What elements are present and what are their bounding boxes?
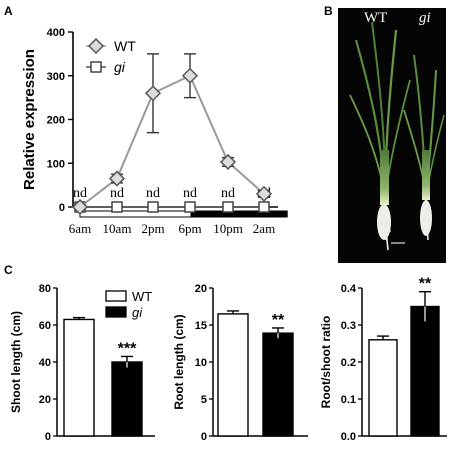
y-tick-label: 0.2 (341, 357, 356, 369)
wt-point (181, 67, 199, 84)
x-tick-label: 2pm (141, 221, 164, 236)
wt-point (71, 198, 89, 216)
photo-label-wt: WT (364, 10, 387, 26)
y-tick-label: 0 (59, 202, 65, 214)
photo-label-gi: gi (419, 10, 431, 26)
y-tick-label: 100 (47, 158, 65, 170)
wt-plant-illustration (349, 21, 411, 251)
nd-label: nd (146, 186, 160, 201)
legend-marker-wt (87, 37, 105, 55)
bar-gi (262, 332, 294, 437)
x-tick-label: 10am (103, 221, 132, 236)
legend-label-gi: gi (114, 59, 126, 75)
x-tick-label: 6am (69, 221, 91, 236)
root-length-bar-chart: 0 5 10 15 20 Root length (cm) ** (172, 283, 308, 443)
y-tick-label: 5 (201, 394, 207, 406)
y-tick-label: 80 (39, 283, 51, 295)
y-tick-label: 300 (47, 71, 65, 83)
x-tick-label: 6pm (178, 221, 201, 236)
dark-period-bar (190, 210, 288, 218)
x-tick-label: 2am (253, 221, 275, 236)
legend-label-wt: WT (132, 289, 152, 304)
legend-swatch-wt (105, 290, 127, 302)
expression-line-chart: 0 100 200 300 400 Relative expression 6am 10am 2… (21, 27, 288, 236)
y-axis-title: Root/shoot ratio (319, 316, 333, 409)
y-tick-label: 0.1 (341, 394, 356, 406)
gi-point (222, 201, 234, 213)
x-tick-label: 10pm (213, 221, 243, 236)
legend-marker-gi (90, 61, 102, 73)
panel-label-b: B (324, 4, 333, 18)
y-axis-title: Relative expression (21, 49, 38, 190)
y-tick-label: 0.3 (341, 320, 356, 332)
y-tick-label: 0.4 (341, 283, 357, 295)
light-period-bar (79, 210, 192, 218)
y-tick-label: 20 (195, 283, 207, 295)
nd-label: nd (110, 186, 124, 201)
gi-point (147, 201, 159, 213)
bar-gi (410, 305, 440, 437)
gi-point (111, 201, 123, 213)
y-tick-label: 15 (195, 320, 207, 332)
gi-point (184, 201, 196, 213)
significance-label: *** (118, 340, 137, 357)
significance-label: ** (272, 312, 285, 329)
wt-point (255, 185, 273, 202)
root-shoot-ratio-bar-chart: 0.0 0.1 0.2 0.3 0.4 Root/shoot ratio ** (319, 276, 447, 443)
y-axis-title: Shoot length (cm) (9, 311, 23, 413)
gi-point (258, 201, 270, 213)
bar-wt (63, 318, 95, 437)
y-tick-label: 400 (47, 27, 65, 39)
nd-label: nd (73, 186, 87, 201)
y-tick-label: 0.0 (341, 431, 356, 443)
y-tick-label: 0 (45, 431, 51, 443)
wt-point (108, 170, 126, 187)
y-tick-label: 40 (39, 357, 51, 369)
y-tick-label: 0 (201, 431, 207, 443)
y-axis-title: Root length (cm) (172, 314, 186, 409)
legend-swatch-gi (105, 306, 127, 318)
bar-wt (368, 339, 398, 437)
gi-plant-illustration (403, 54, 445, 241)
legend-label-gi: gi (132, 305, 143, 320)
nd-label: nd (221, 186, 235, 201)
wt-point (144, 85, 162, 102)
bar-gi (111, 361, 143, 437)
legend-label-wt: WT (114, 38, 136, 54)
y-tick-label: 60 (39, 320, 51, 332)
y-tick-label: 200 (47, 115, 65, 127)
plant-photo: WT gi (338, 8, 446, 263)
bar-wt (217, 313, 249, 437)
series-line-wt (79, 74, 265, 208)
panel-label-c: C (4, 263, 13, 277)
panel-label-a: A (4, 4, 13, 18)
y-tick-label: 20 (39, 394, 51, 406)
nd-label: nd (183, 186, 197, 201)
significance-label: ** (419, 276, 432, 293)
wt-point (219, 153, 237, 170)
y-tick-label: 10 (195, 357, 207, 369)
